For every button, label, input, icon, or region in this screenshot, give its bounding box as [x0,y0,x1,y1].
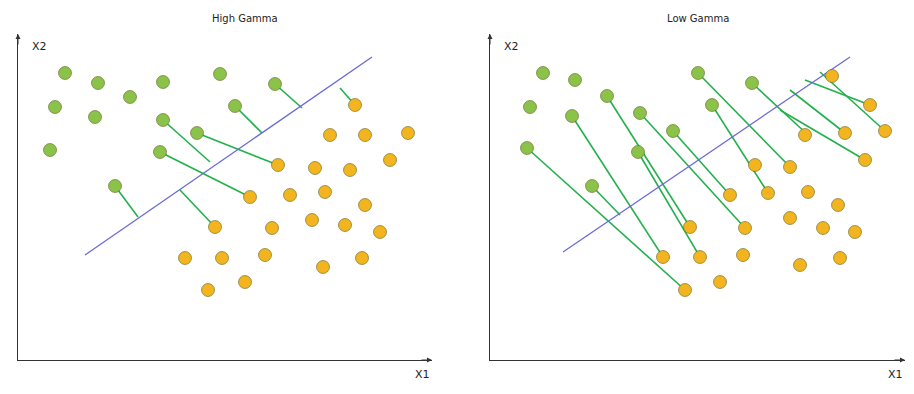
svg-text:High Gamma: High Gamma [212,13,278,24]
svg-text:X2: X2 [32,40,47,53]
svg-text:X1: X1 [888,368,903,381]
svg-text:X2: X2 [504,40,519,53]
svg-text:X1: X1 [415,368,430,381]
svg-text:Low Gamma: Low Gamma [667,13,729,24]
